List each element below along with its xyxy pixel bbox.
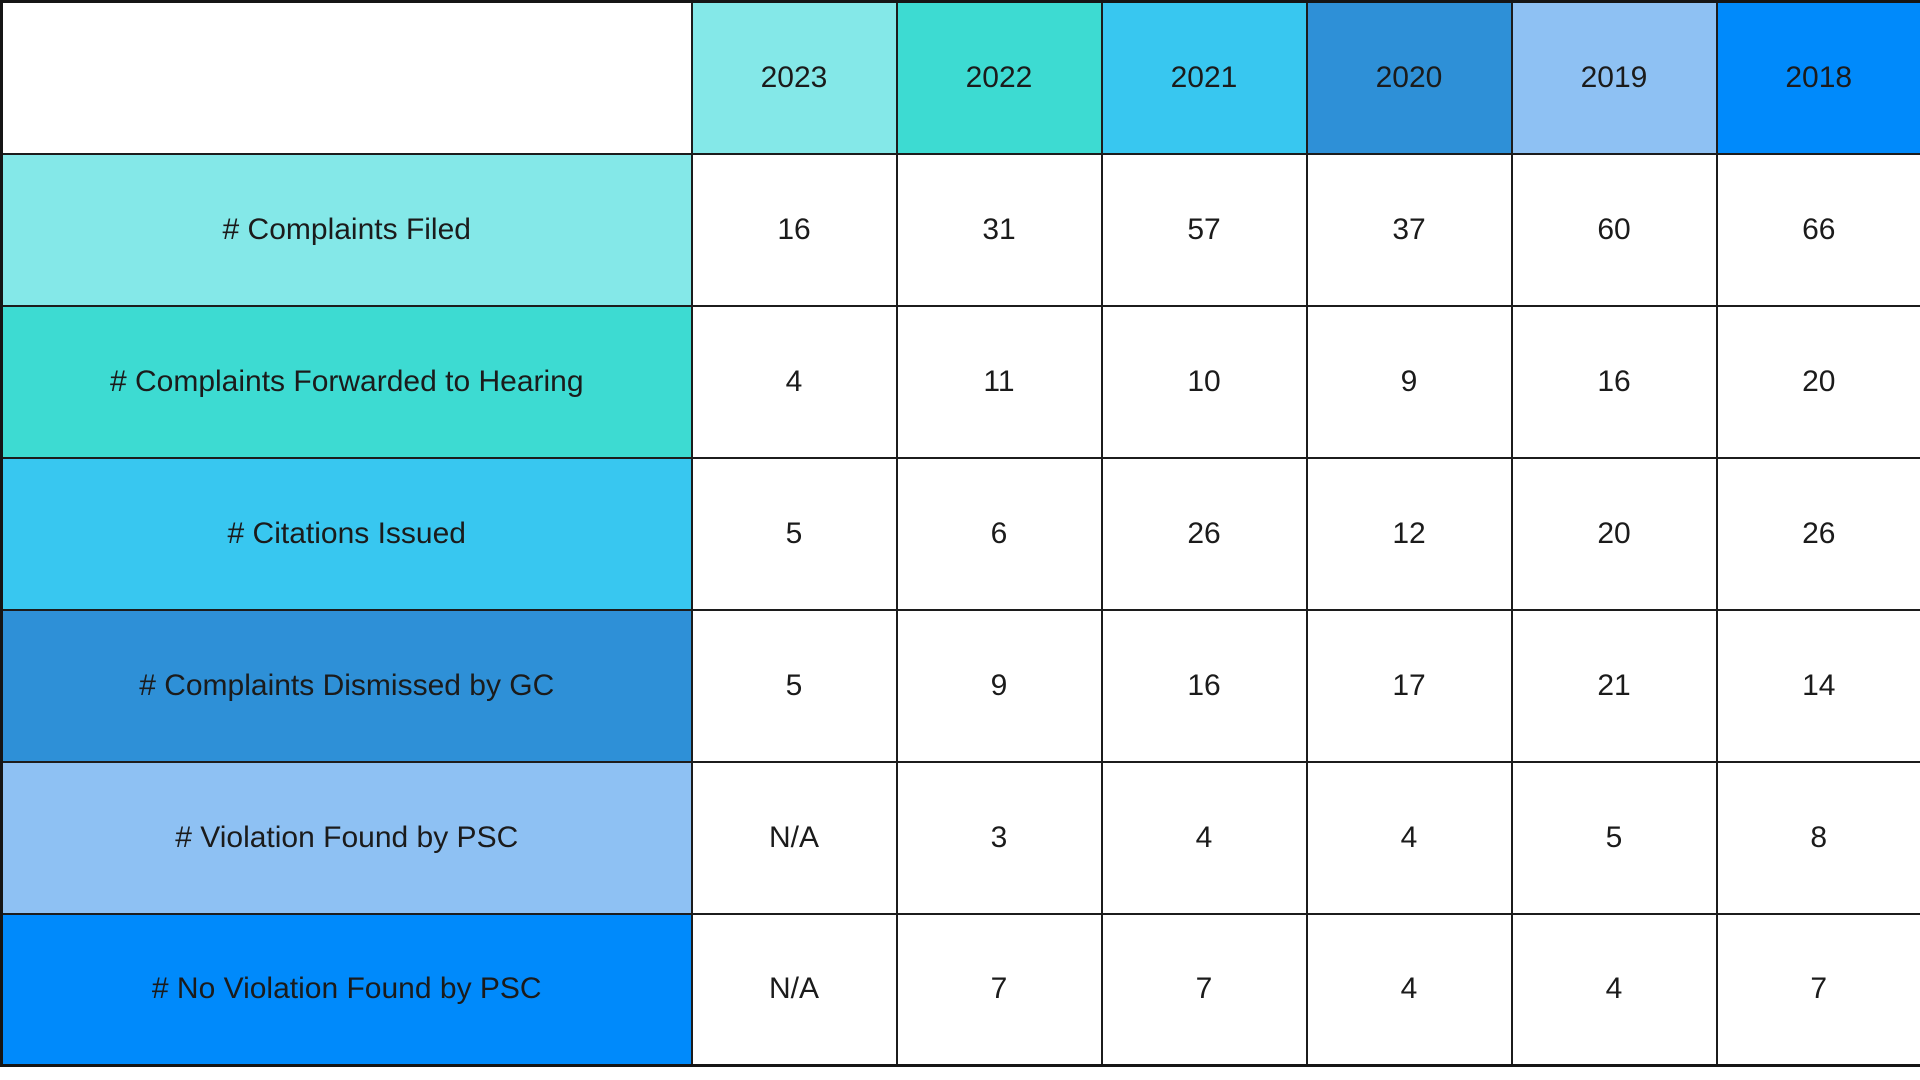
year-header: 2019 <box>1510 0 1718 155</box>
value-cell: 4 <box>690 304 898 459</box>
row-label: # Citations Issued <box>0 456 693 611</box>
value-cell: 17 <box>1305 608 1513 763</box>
year-header: 2022 <box>895 0 1103 155</box>
header-row: 2023 2022 2021 2020 2019 2018 <box>0 0 1920 155</box>
value-cell: 60 <box>1510 152 1718 307</box>
value-cell: 8 <box>1715 760 1920 915</box>
value-cell: 6 <box>895 456 1103 611</box>
value-cell: 16 <box>1100 608 1308 763</box>
value-cell: 16 <box>690 152 898 307</box>
table-row: # Citations Issued 5 6 26 12 20 26 <box>0 456 1920 611</box>
value-cell: 31 <box>895 152 1103 307</box>
value-cell: 14 <box>1715 608 1920 763</box>
value-cell: 5 <box>690 608 898 763</box>
value-cell: 10 <box>1100 304 1308 459</box>
value-cell: 26 <box>1100 456 1308 611</box>
value-cell: 21 <box>1510 608 1718 763</box>
table-row: # Complaints Forwarded to Hearing 4 11 10 9 1… <box>0 304 1920 459</box>
row-label: # Violation Found by PSC <box>0 760 693 915</box>
value-cell: 7 <box>1100 912 1308 1067</box>
year-header: 2021 <box>1100 0 1308 155</box>
value-cell: 12 <box>1305 456 1513 611</box>
value-cell: 9 <box>1305 304 1513 459</box>
value-cell: 11 <box>895 304 1103 459</box>
value-cell: 3 <box>895 760 1103 915</box>
corner-cell <box>0 0 693 155</box>
year-header: 2020 <box>1305 0 1513 155</box>
year-header: 2018 <box>1715 0 1920 155</box>
value-cell: N/A <box>690 912 898 1067</box>
table-row: # Complaints Filed 16 31 57 37 60 66 <box>0 152 1920 307</box>
row-label: # Complaints Forwarded to Hearing <box>0 304 693 459</box>
value-cell: 4 <box>1100 760 1308 915</box>
value-cell: 20 <box>1715 304 1920 459</box>
value-cell: 37 <box>1305 152 1513 307</box>
value-cell: 7 <box>895 912 1103 1067</box>
value-cell: 4 <box>1305 912 1513 1067</box>
value-cell: 4 <box>1305 760 1513 915</box>
value-cell: 20 <box>1510 456 1718 611</box>
value-cell: 5 <box>1510 760 1718 915</box>
row-label: # Complaints Dismissed by GC <box>0 608 693 763</box>
value-cell: 4 <box>1510 912 1718 1067</box>
table-row: # Violation Found by PSC N/A 3 4 4 5 8 <box>0 760 1920 915</box>
value-cell: 26 <box>1715 456 1920 611</box>
table-row: # No Violation Found by PSC N/A 7 7 4 4 7 <box>0 912 1920 1067</box>
row-label: # Complaints Filed <box>0 152 693 307</box>
value-cell: N/A <box>690 760 898 915</box>
value-cell: 9 <box>895 608 1103 763</box>
value-cell: 16 <box>1510 304 1718 459</box>
table-row: # Complaints Dismissed by GC 5 9 16 17 21 14 <box>0 608 1920 763</box>
year-header: 2023 <box>690 0 898 155</box>
value-cell: 57 <box>1100 152 1308 307</box>
row-label: # No Violation Found by PSC <box>0 912 693 1067</box>
table-body: # Complaints Filed 16 31 57 37 60 66 # Complain… <box>0 152 1920 1067</box>
value-cell: 66 <box>1715 152 1920 307</box>
value-cell: 7 <box>1715 912 1920 1067</box>
value-cell: 5 <box>690 456 898 611</box>
